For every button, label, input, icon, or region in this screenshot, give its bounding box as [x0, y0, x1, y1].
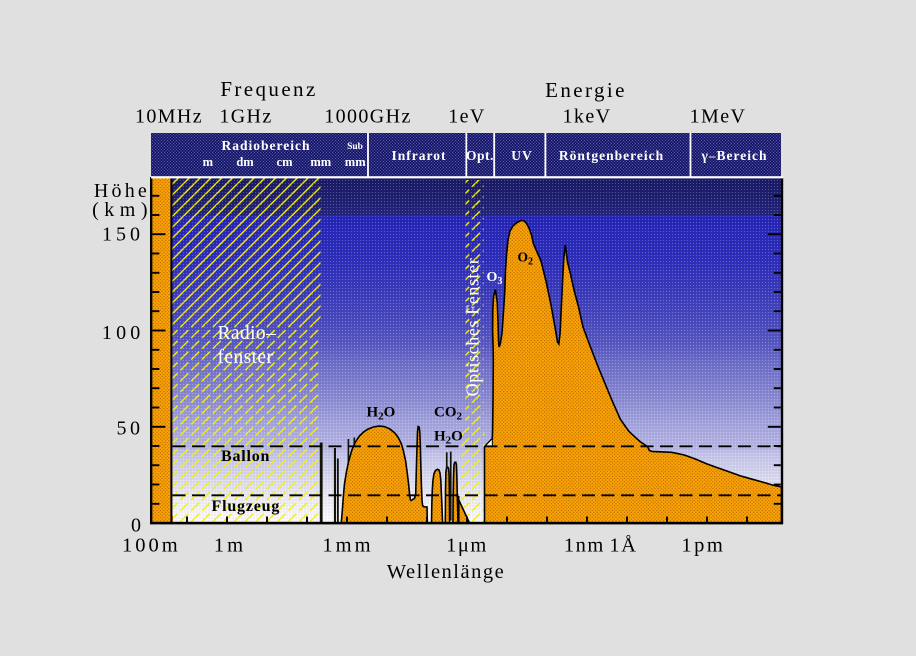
svg-text:Wellenlänge: Wellenlänge	[387, 561, 505, 583]
svg-text:Flugzeug: Flugzeug	[212, 498, 281, 515]
svg-text:γ–Bereich: γ–Bereich	[700, 148, 767, 163]
svg-text:100: 100	[102, 322, 145, 344]
svg-text:Optisches Fenster: Optisches Fenster	[463, 258, 483, 397]
svg-text:1Å: 1Å	[609, 535, 637, 557]
svg-text:1mm: 1mm	[322, 535, 373, 557]
svg-text:fenster: fenster	[218, 347, 274, 368]
svg-text:mm: mm	[345, 155, 366, 169]
svg-text:Energie: Energie	[545, 78, 627, 102]
svg-text:(km): (km)	[92, 199, 153, 221]
svg-text:Frequenz: Frequenz	[220, 77, 317, 101]
svg-text:Opt.: Opt.	[466, 148, 494, 163]
svg-text:1nm: 1nm	[564, 535, 605, 557]
svg-text:1MeV: 1MeV	[690, 106, 747, 128]
svg-text:Radio–: Radio–	[218, 323, 277, 344]
svg-text:mm: mm	[310, 155, 331, 169]
svg-text:50: 50	[117, 418, 144, 440]
svg-text:100m: 100m	[122, 535, 181, 557]
svg-text:CO2: CO2	[434, 405, 463, 423]
svg-text:Ballon: Ballon	[221, 448, 270, 465]
svg-text:UV: UV	[511, 148, 533, 163]
svg-text:1pm: 1pm	[681, 535, 725, 557]
svg-text:Infrarot: Infrarot	[392, 148, 447, 163]
svg-text:Röntgenbereich: Röntgenbereich	[559, 148, 664, 163]
svg-text:1GHz: 1GHz	[219, 106, 272, 128]
svg-text:10MHz: 10MHz	[135, 106, 203, 128]
svg-text:1m: 1m	[214, 535, 246, 557]
svg-text:H2O: H2O	[367, 405, 396, 423]
svg-text:Höhe: Höhe	[94, 180, 150, 202]
svg-text:1000GHz: 1000GHz	[324, 106, 412, 128]
svg-text:0: 0	[131, 515, 141, 537]
svg-text:Radiobereich: Radiobereich	[222, 138, 311, 153]
svg-text:Sub: Sub	[347, 142, 363, 152]
svg-text:H2O: H2O	[434, 429, 463, 447]
svg-text:dm: dm	[236, 155, 254, 169]
svg-text:cm: cm	[277, 155, 294, 169]
svg-text:1μm: 1μm	[446, 535, 488, 557]
svg-text:1eV: 1eV	[448, 106, 486, 128]
svg-text:1keV: 1keV	[563, 106, 612, 128]
svg-text:m: m	[203, 155, 214, 169]
svg-text:150: 150	[102, 224, 144, 246]
